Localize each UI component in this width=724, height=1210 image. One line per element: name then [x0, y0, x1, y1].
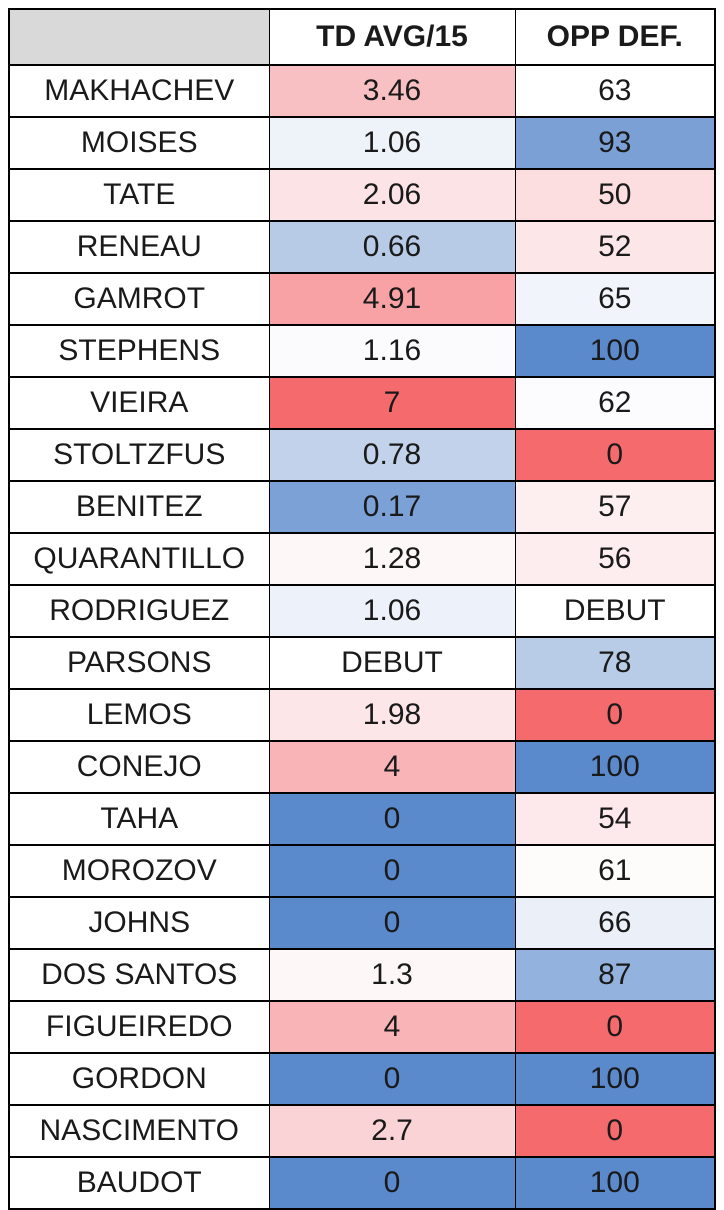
- opp-def-cell[interactable]: 54: [514, 792, 716, 846]
- td-avg-cell[interactable]: 1.98: [268, 688, 516, 742]
- fighter-name-cell[interactable]: STEPHENS: [8, 324, 270, 378]
- table-row: VIEIRA 7 62: [8, 376, 716, 430]
- opp-def-cell[interactable]: 0: [514, 1000, 716, 1054]
- opp-def-cell[interactable]: 100: [514, 740, 716, 794]
- td-avg-cell[interactable]: 1.3: [268, 948, 516, 1002]
- fighter-name-cell[interactable]: MOISES: [8, 116, 270, 170]
- fighter-name-cell[interactable]: VIEIRA: [8, 376, 270, 430]
- table-row: JOHNS 0 66: [8, 896, 716, 950]
- opp-def-cell[interactable]: 93: [514, 116, 716, 170]
- opp-def-cell[interactable]: 0: [514, 428, 716, 482]
- td-avg-cell[interactable]: 1.06: [268, 584, 516, 638]
- table-row: NASCIMENTO 2.7 0: [8, 1104, 716, 1158]
- table-row: PARSONS DEBUT 78: [8, 636, 716, 690]
- opp-def-cell[interactable]: 78: [514, 636, 716, 690]
- fighter-name-cell[interactable]: STOLTZFUS: [8, 428, 270, 482]
- fighter-name-cell[interactable]: GAMROT: [8, 272, 270, 326]
- opp-def-cell[interactable]: 57: [514, 480, 716, 534]
- opp-def-cell[interactable]: 61: [514, 844, 716, 898]
- td-avg-cell[interactable]: 3.46: [268, 64, 516, 118]
- fighter-name-cell[interactable]: PARSONS: [8, 636, 270, 690]
- opp-def-header[interactable]: OPP DEF.: [514, 8, 716, 66]
- table-row: FIGUEIREDO 4 0: [8, 1000, 716, 1054]
- fighter-stats-table: TD AVG/15 OPP DEF. MAKHACHEV 3.46 63 MOISES…: [8, 8, 716, 1210]
- td-avg-cell[interactable]: 4.91: [268, 272, 516, 326]
- fighter-name-cell[interactable]: BAUDOT: [8, 1156, 270, 1210]
- table-row: BAUDOT 0 100: [8, 1156, 716, 1210]
- opp-def-cell[interactable]: 52: [514, 220, 716, 274]
- header-row: TD AVG/15 OPP DEF.: [8, 8, 716, 66]
- fighter-name-cell[interactable]: BENITEZ: [8, 480, 270, 534]
- table-body: MAKHACHEV 3.46 63 MOISES 1.06 93 TATE 2.06 50 REN…: [8, 64, 716, 1210]
- td-avg-cell[interactable]: DEBUT: [268, 636, 516, 690]
- fighter-name-cell[interactable]: GORDON: [8, 1052, 270, 1106]
- opp-def-cell[interactable]: 0: [514, 688, 716, 742]
- opp-def-cell[interactable]: 50: [514, 168, 716, 222]
- td-avg-cell[interactable]: 1.28: [268, 532, 516, 586]
- table-row: STEPHENS 1.16 100: [8, 324, 716, 378]
- td-avg-cell[interactable]: 0: [268, 1156, 516, 1210]
- table-row: LEMOS 1.98 0: [8, 688, 716, 742]
- table-row: GAMROT 4.91 65: [8, 272, 716, 326]
- table-row: RENEAU 0.66 52: [8, 220, 716, 274]
- td-avg-cell[interactable]: 0: [268, 1052, 516, 1106]
- td-avg-header[interactable]: TD AVG/15: [268, 8, 516, 66]
- td-avg-cell[interactable]: 4: [268, 740, 516, 794]
- table-row: STOLTZFUS 0.78 0: [8, 428, 716, 482]
- td-avg-cell[interactable]: 0: [268, 844, 516, 898]
- td-avg-cell[interactable]: 0: [268, 792, 516, 846]
- corner-header-cell[interactable]: [8, 8, 270, 66]
- td-avg-cell[interactable]: 2.7: [268, 1104, 516, 1158]
- table-row: BENITEZ 0.17 57: [8, 480, 716, 534]
- opp-def-cell[interactable]: 65: [514, 272, 716, 326]
- table-row: GORDON 0 100: [8, 1052, 716, 1106]
- table-row: QUARANTILLO 1.28 56: [8, 532, 716, 586]
- fighter-name-cell[interactable]: NASCIMENTO: [8, 1104, 270, 1158]
- table-row: TAHA 0 54: [8, 792, 716, 846]
- td-avg-cell[interactable]: 0.66: [268, 220, 516, 274]
- fighter-name-cell[interactable]: JOHNS: [8, 896, 270, 950]
- opp-def-cell[interactable]: DEBUT: [514, 584, 716, 638]
- table-row: CONEJO 4 100: [8, 740, 716, 794]
- opp-def-cell[interactable]: 62: [514, 376, 716, 430]
- fighter-name-cell[interactable]: RENEAU: [8, 220, 270, 274]
- fighter-name-cell[interactable]: MAKHACHEV: [8, 64, 270, 118]
- fighter-name-cell[interactable]: TAHA: [8, 792, 270, 846]
- opp-def-cell[interactable]: 66: [514, 896, 716, 950]
- opp-def-cell[interactable]: 100: [514, 1156, 716, 1210]
- fighter-name-cell[interactable]: MOROZOV: [8, 844, 270, 898]
- table-row: RODRIGUEZ 1.06 DEBUT: [8, 584, 716, 638]
- table-row: MOISES 1.06 93: [8, 116, 716, 170]
- fighter-name-cell[interactable]: RODRIGUEZ: [8, 584, 270, 638]
- fighter-name-cell[interactable]: QUARANTILLO: [8, 532, 270, 586]
- opp-def-cell[interactable]: 100: [514, 324, 716, 378]
- opp-def-cell[interactable]: 0: [514, 1104, 716, 1158]
- td-avg-cell[interactable]: 4: [268, 1000, 516, 1054]
- fighter-name-cell[interactable]: TATE: [8, 168, 270, 222]
- td-avg-cell[interactable]: 7: [268, 376, 516, 430]
- td-avg-cell[interactable]: 1.16: [268, 324, 516, 378]
- opp-def-cell[interactable]: 100: [514, 1052, 716, 1106]
- fighter-name-cell[interactable]: CONEJO: [8, 740, 270, 794]
- td-avg-cell[interactable]: 0: [268, 896, 516, 950]
- td-avg-cell[interactable]: 1.06: [268, 116, 516, 170]
- td-avg-cell[interactable]: 0.78: [268, 428, 516, 482]
- opp-def-cell[interactable]: 63: [514, 64, 716, 118]
- table-row: MOROZOV 0 61: [8, 844, 716, 898]
- fighter-name-cell[interactable]: DOS SANTOS: [8, 948, 270, 1002]
- opp-def-cell[interactable]: 87: [514, 948, 716, 1002]
- table-row: MAKHACHEV 3.46 63: [8, 64, 716, 118]
- fighter-name-cell[interactable]: FIGUEIREDO: [8, 1000, 270, 1054]
- fighter-name-cell[interactable]: LEMOS: [8, 688, 270, 742]
- td-avg-cell[interactable]: 2.06: [268, 168, 516, 222]
- td-avg-cell[interactable]: 0.17: [268, 480, 516, 534]
- opp-def-cell[interactable]: 56: [514, 532, 716, 586]
- table-row: TATE 2.06 50: [8, 168, 716, 222]
- table-row: DOS SANTOS 1.3 87: [8, 948, 716, 1002]
